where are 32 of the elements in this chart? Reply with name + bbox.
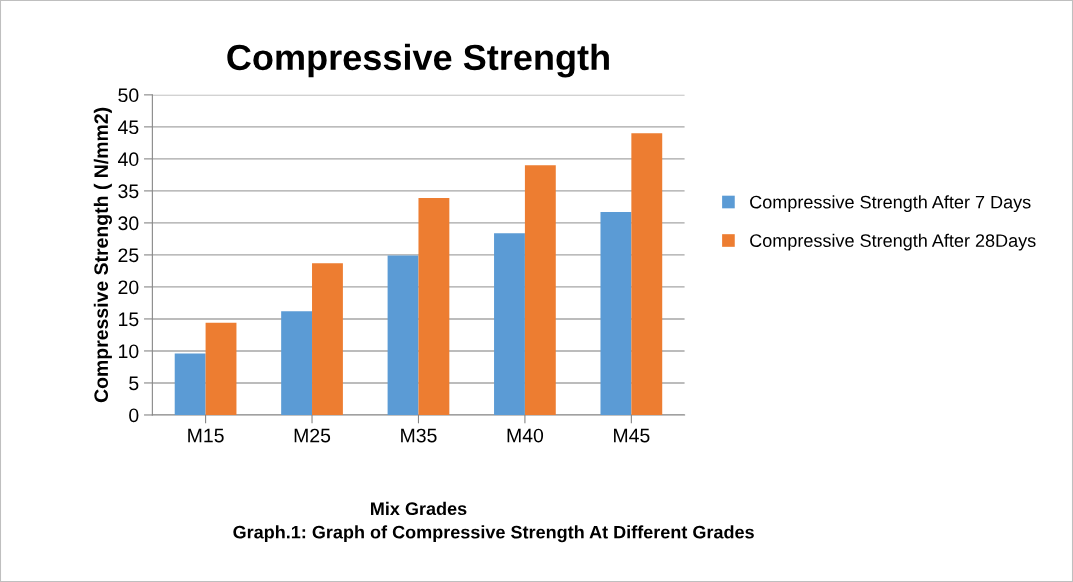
y-tick-label: 45 — [117, 120, 139, 135]
y-tick-label: 5 — [129, 376, 139, 391]
x-tick-label: M15 — [188, 428, 224, 443]
text: Graph.1: Graph of Compressive Strength At Different Grades — [233, 525, 754, 543]
bar — [524, 165, 556, 415]
y-tick-label: 30 — [118, 216, 139, 231]
bar — [600, 212, 632, 415]
y-tick-label: 35 — [118, 184, 139, 199]
x-tick-label: M25 — [294, 428, 331, 443]
y-tick-label: 50 — [118, 88, 139, 103]
y-tick-label: 40 — [117, 152, 139, 167]
x-axis-title: Mix Grades — [371, 501, 467, 516]
bar — [205, 322, 237, 415]
legend-label: Compressive Strength After 7 Days — [750, 195, 1031, 213]
bar — [387, 255, 419, 415]
y-tick-label: 20 — [118, 280, 139, 295]
x-tick-label: M35 — [401, 428, 437, 443]
bar — [312, 263, 343, 415]
bar — [281, 311, 313, 415]
y-tick-label: 15 — [119, 312, 139, 327]
bar — [631, 133, 663, 415]
legend-label: Compressive Strength After 28Days — [750, 233, 1036, 251]
bar — [494, 233, 525, 415]
y-tick-label: 0 — [129, 408, 139, 423]
y-tick-label: 10 — [119, 344, 139, 359]
x-tick-label: M40 — [507, 428, 544, 443]
y-tick-label: 25 — [118, 248, 139, 263]
x-tick-label: M45 — [614, 428, 650, 443]
bar — [174, 353, 206, 415]
chart-title: Compressive Strength — [227, 43, 609, 78]
y-axis-title: Compressive Strength ( N/mm2) — [93, 107, 112, 403]
bar — [418, 197, 450, 415]
